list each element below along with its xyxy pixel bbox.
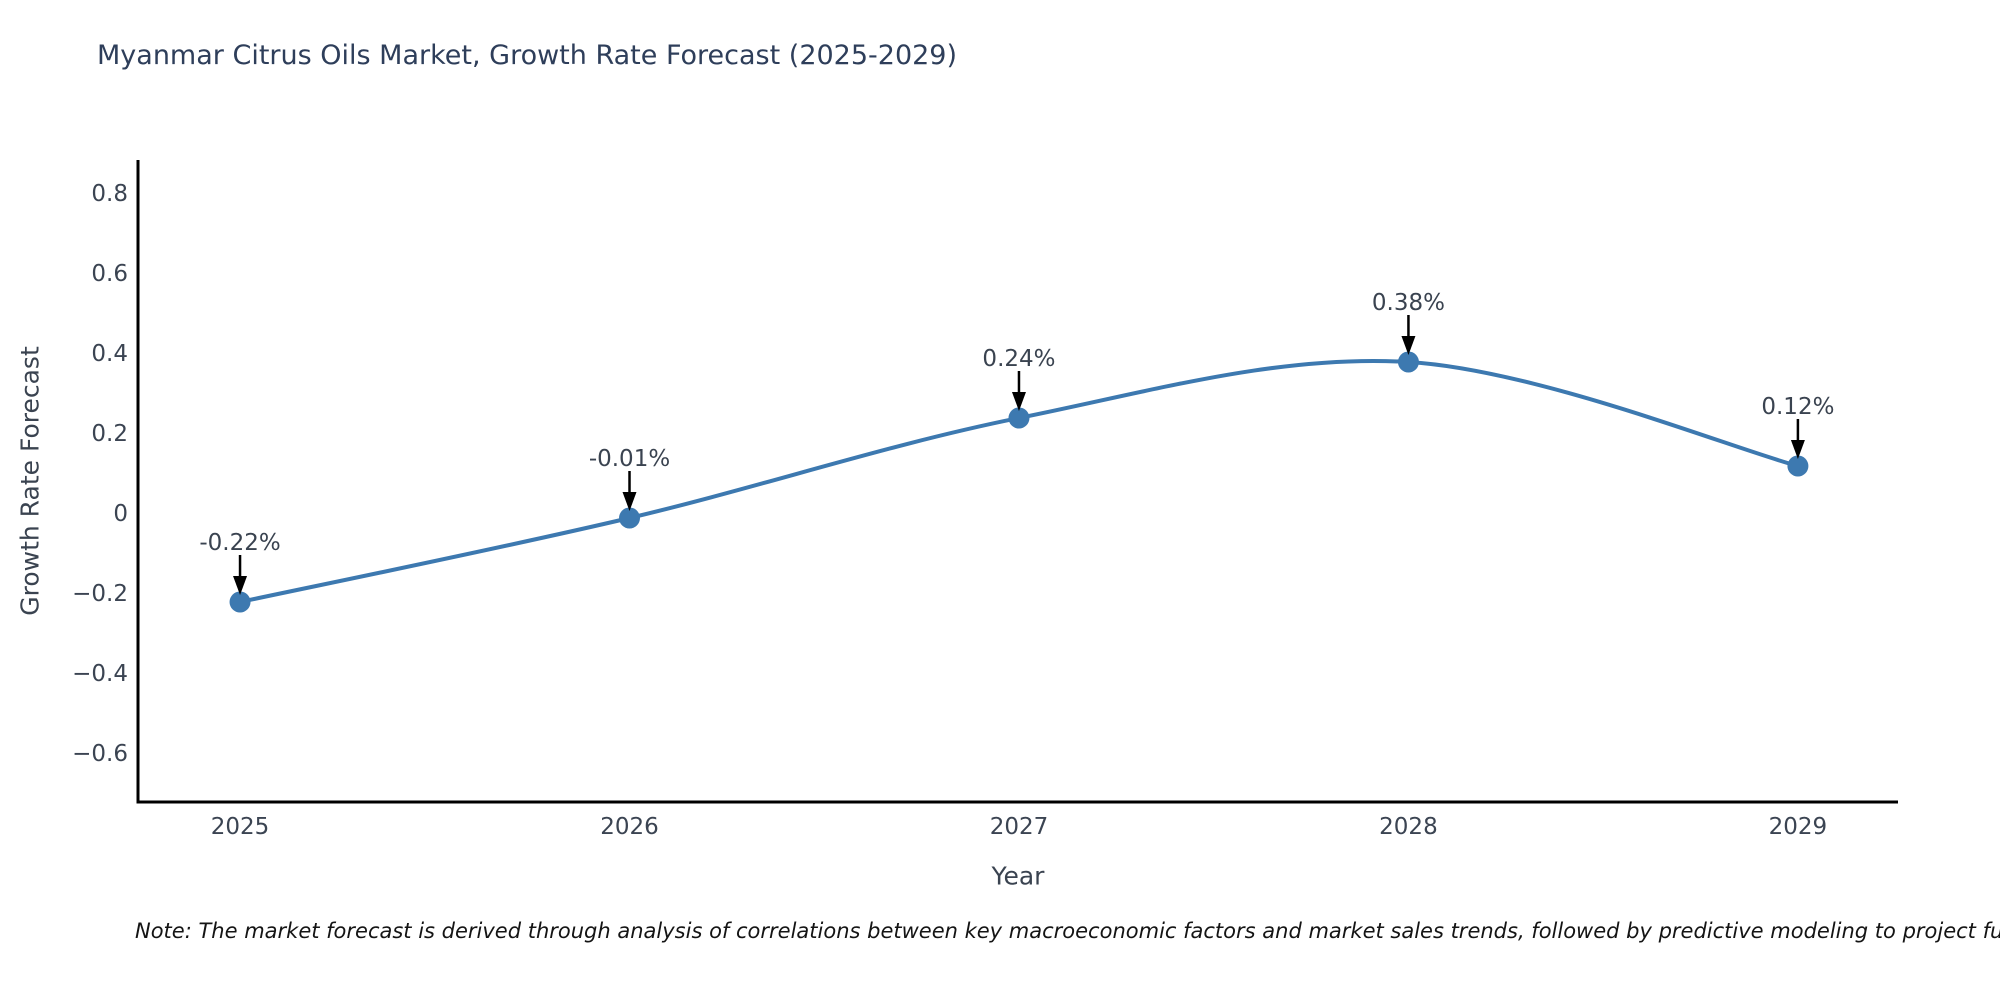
y-tick-label: 0 <box>113 501 128 527</box>
data-point-marker <box>619 507 641 529</box>
annotation-label: -0.01% <box>588 446 671 472</box>
footnote: Note: The market forecast is derived thr… <box>135 919 2000 943</box>
y-tick-label: 0.8 <box>91 181 128 207</box>
y-tick-label: −0.2 <box>72 581 128 607</box>
x-axis-title: Year <box>991 861 1045 891</box>
annotation-label: 0.38% <box>1371 290 1445 316</box>
data-point-marker <box>229 591 251 613</box>
y-tick-label: 0.4 <box>91 341 128 367</box>
x-tick-label: 2028 <box>1379 814 1438 840</box>
y-tick-label: −0.4 <box>72 661 128 687</box>
annotation-arrowhead <box>1011 392 1026 411</box>
chart-title: Myanmar Citrus Oils Market, Growth Rate … <box>97 40 958 71</box>
x-tick-label: 2025 <box>210 814 270 840</box>
data-point-marker <box>1787 455 1809 477</box>
y-tick-label: 0.6 <box>91 261 128 287</box>
data-point-marker <box>1397 351 1419 373</box>
annotation-label: 0.12% <box>1761 394 1835 420</box>
annotation-arrowhead <box>1401 336 1416 355</box>
data-point-marker <box>1008 407 1030 429</box>
y-tick-label: −0.6 <box>72 741 128 767</box>
x-tick-label: 2026 <box>600 814 659 840</box>
annotation-arrowhead <box>622 492 637 511</box>
annotation-label: 0.24% <box>982 346 1056 372</box>
annotation-arrowhead <box>233 576 248 595</box>
annotation-arrowhead <box>1790 440 1805 459</box>
x-tick-label: 2029 <box>1768 814 1828 840</box>
y-tick-label: 0.2 <box>91 421 128 447</box>
x-tick-label: 2027 <box>989 814 1049 840</box>
annotation-label: -0.22% <box>199 530 281 556</box>
